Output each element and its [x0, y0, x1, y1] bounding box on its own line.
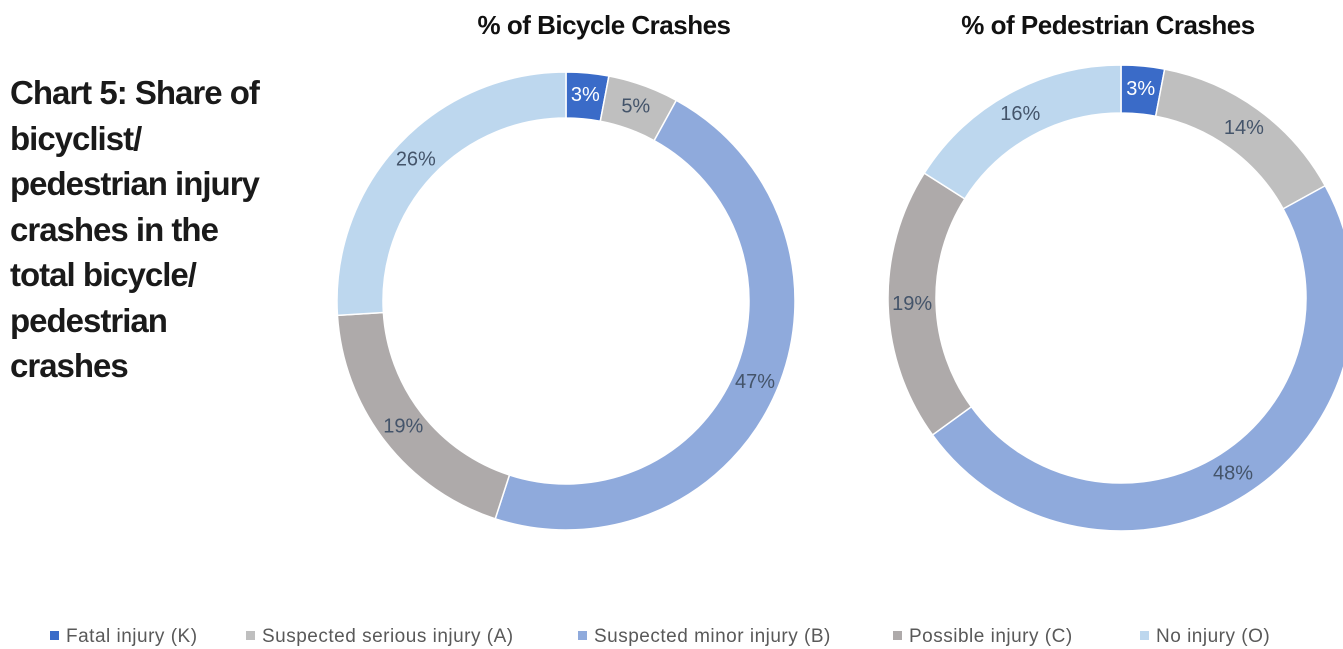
legend-marker — [246, 631, 255, 640]
legend-marker — [578, 631, 587, 640]
heading: Chart 5: Share of bicyclist/ pedestrian … — [10, 74, 260, 384]
donut-slice — [494, 99, 796, 531]
data-label: 19% — [383, 416, 423, 438]
data-label: 19% — [892, 293, 932, 315]
legend-label: Suspected serious injury (A) — [262, 626, 514, 647]
legend-label: Suspected minor injury (B) — [594, 626, 831, 647]
donut-slice — [923, 64, 1122, 200]
legend-label: Possible injury (C) — [909, 626, 1073, 647]
data-label: 3% — [571, 84, 600, 106]
legend-label: Fatal injury (K) — [66, 626, 198, 647]
data-label: 16% — [1000, 103, 1040, 125]
data-label: 26% — [396, 148, 436, 170]
chart-title: % of Pedestrian Crashes — [961, 10, 1254, 40]
legend-marker — [50, 631, 59, 640]
data-label: 47% — [735, 371, 775, 393]
data-label: 14% — [1224, 117, 1264, 139]
donut-slice — [931, 184, 1343, 532]
donut-slice — [336, 311, 511, 520]
legend-label: No injury (O) — [1156, 626, 1270, 647]
chart-title: % of Bicycle Crashes — [477, 10, 730, 40]
donut-slice — [336, 71, 567, 317]
data-label: 5% — [621, 95, 650, 117]
data-label: 3% — [1126, 78, 1155, 100]
legend-marker — [893, 631, 902, 640]
legend-marker — [1140, 631, 1149, 640]
data-label: 48% — [1213, 463, 1253, 485]
